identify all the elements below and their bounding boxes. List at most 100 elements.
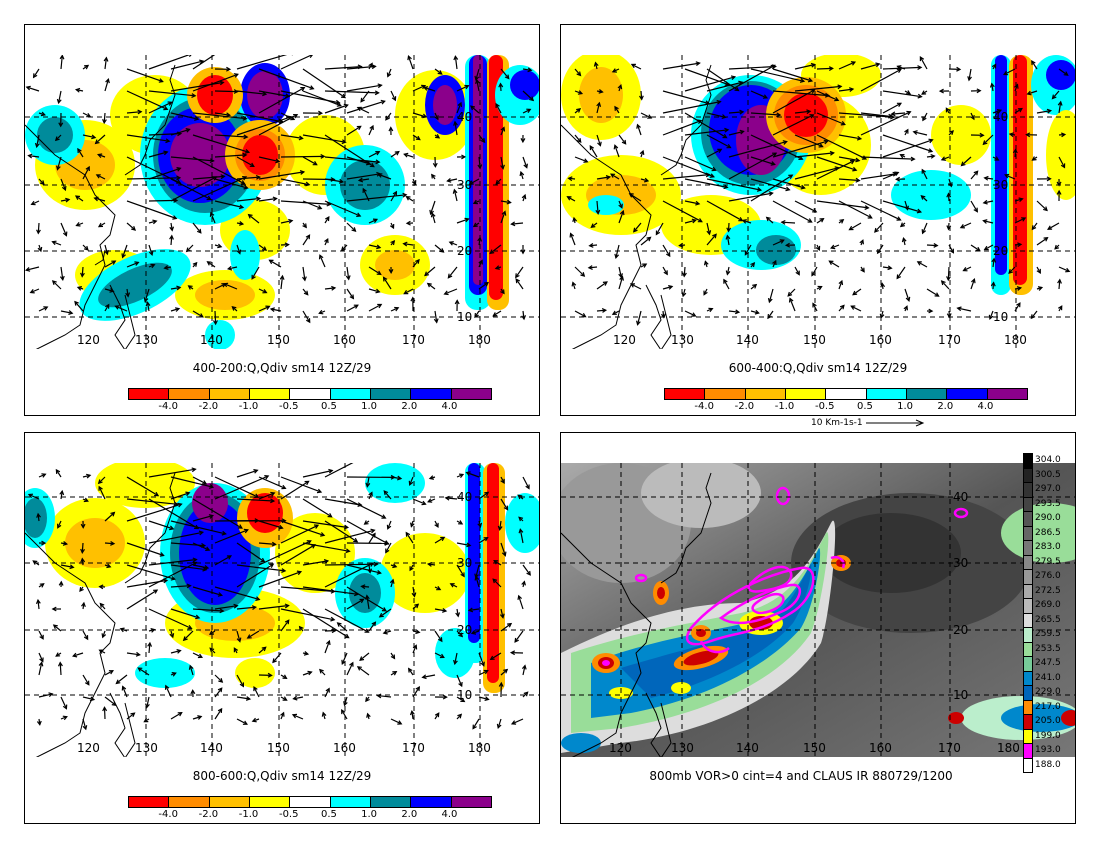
flux-vector-arrow	[192, 112, 247, 120]
flux-vector-arrowhead	[434, 115, 439, 121]
flux-vector-arrowhead	[303, 290, 309, 296]
flux-vector-arrow	[1036, 200, 1048, 211]
flux-vector-arrow	[434, 536, 445, 544]
flux-vector-arrow	[251, 266, 260, 280]
flux-vector-arrowhead	[104, 303, 110, 309]
flux-vector-arrowhead	[134, 261, 140, 266]
flux-vector-arrowhead	[1026, 90, 1032, 96]
flux-vector-arrowhead	[947, 182, 953, 188]
flux-vector-arrow	[750, 178, 790, 191]
flux-vector-arrowhead	[202, 566, 208, 572]
flux-vector-arrow	[913, 131, 928, 136]
flux-vector-arrowhead	[798, 155, 804, 160]
flux-vector-arrowhead	[850, 61, 857, 66]
ir-colorbar-label: 229.0	[1035, 687, 1061, 697]
flux-vector-arrowhead	[982, 199, 988, 205]
flux-vector-arrowhead	[495, 102, 500, 108]
flux-vector-arrowhead	[571, 281, 577, 287]
flux-vector-arrowhead	[503, 668, 509, 674]
flux-vector-arrowhead	[98, 649, 104, 654]
flux-vector-arrowhead	[377, 173, 383, 178]
panel-title: 800-600:Q,Qdiv sm14 12Z/29	[192, 769, 372, 783]
flux-vector-arrow	[272, 652, 282, 663]
flux-vector-arrowhead	[440, 536, 446, 542]
ir-colorbar-swatch	[1023, 482, 1033, 498]
flux-vector-arrow	[1058, 266, 1070, 272]
flux-vector-arrow	[877, 244, 884, 254]
flux-vector-arrowhead	[219, 80, 225, 86]
flux-vector-arrowhead	[356, 212, 362, 217]
flux-vector-arrow	[58, 90, 62, 104]
flux-vector-arrow	[359, 178, 370, 182]
lat-label-40: 40	[457, 110, 472, 124]
flux-vector-arrow	[189, 665, 194, 676]
flux-vector-arrow	[957, 307, 972, 312]
flux-vector-arrowhead	[39, 180, 45, 186]
flux-vector-arrowhead	[39, 583, 45, 588]
flux-vector-arrow	[728, 152, 777, 180]
flux-vector-arrow	[970, 200, 978, 213]
flux-vector-arrowhead	[521, 315, 527, 321]
flux-vector-arrow	[192, 156, 245, 185]
flux-vector-arrowhead	[327, 513, 333, 518]
flux-vector-arrowhead	[810, 62, 817, 68]
flux-vector-arrowhead	[163, 105, 169, 111]
flux-vector-arrow	[148, 608, 192, 630]
lon-label-180: 180	[468, 333, 491, 347]
flux-vector-arrow	[126, 111, 142, 114]
flux-vector-arrowhead	[806, 109, 812, 115]
flux-vector-arrowhead	[299, 170, 306, 175]
flux-vector-arrow	[970, 279, 975, 290]
flux-vector-arrowhead	[380, 99, 386, 105]
flux-vector-arrowhead	[75, 222, 81, 227]
flux-vector-arrow	[522, 564, 531, 576]
flux-vector-arrowhead	[343, 701, 348, 707]
flux-vector-arrowhead	[744, 250, 750, 256]
flux-vector-arrowhead	[111, 260, 117, 265]
flux-vector-arrow	[852, 288, 862, 296]
flux-vector-arrow	[500, 669, 508, 676]
flux-vector-arrowhead	[628, 193, 634, 198]
flux-vector-arrow	[228, 266, 238, 270]
flux-vector-arrow	[258, 87, 305, 114]
flux-vector-arrow	[882, 200, 921, 213]
flux-vector-arrowhead	[498, 82, 504, 88]
ir-colorbar-label: 293.5	[1035, 498, 1061, 509]
flux-vector-arrowhead	[967, 76, 972, 82]
flux-vector-arrow	[983, 200, 994, 204]
flux-vector-arrowhead	[365, 482, 371, 488]
flux-vector-arrowhead	[186, 583, 192, 589]
flux-vector-arrowhead	[34, 142, 40, 149]
flux-vector-arrow	[684, 219, 696, 224]
flux-vector-arrowhead	[39, 634, 44, 640]
flux-vector-arrow	[324, 104, 348, 114]
flux-vector-arrowhead	[503, 505, 509, 511]
flux-vector-arrowhead	[1056, 181, 1062, 187]
flux-vector-arrowhead	[467, 607, 474, 613]
flux-vector-arrowhead	[655, 230, 661, 236]
flux-vector-arrow	[104, 542, 115, 545]
flux-vector-arrowhead	[284, 619, 290, 625]
flux-vector-arrow	[412, 686, 420, 698]
flux-vector-arrowhead	[619, 275, 624, 281]
flux-vector-arrowhead	[734, 86, 740, 92]
flux-vector-arrowhead	[421, 674, 427, 680]
reference-arrow-icon	[865, 419, 924, 426]
flux-vector-arrowhead	[1016, 286, 1023, 291]
colorbar-label: 1.0	[361, 401, 378, 412]
flux-vector-arrow	[214, 90, 238, 93]
flux-vector-arrowhead	[177, 502, 183, 508]
flux-vector-arrowhead	[477, 236, 483, 242]
flux-vector-arrow	[456, 542, 471, 547]
flux-vector-arrow	[891, 112, 906, 115]
flux-vector-arrowhead	[520, 138, 526, 144]
flux-vector-arrowhead	[177, 711, 183, 717]
flux-vector-arrow	[860, 63, 880, 70]
flux-vector-arrowhead	[310, 544, 316, 549]
flux-vector-arrowhead	[185, 128, 191, 133]
flux-vector-arrow	[1004, 174, 1016, 180]
flux-vector-arrowhead	[1063, 71, 1069, 76]
flux-vector-arrowhead	[143, 297, 149, 303]
colorbar-label: 1.0	[897, 401, 914, 412]
flux-vector-arrow	[28, 493, 40, 500]
